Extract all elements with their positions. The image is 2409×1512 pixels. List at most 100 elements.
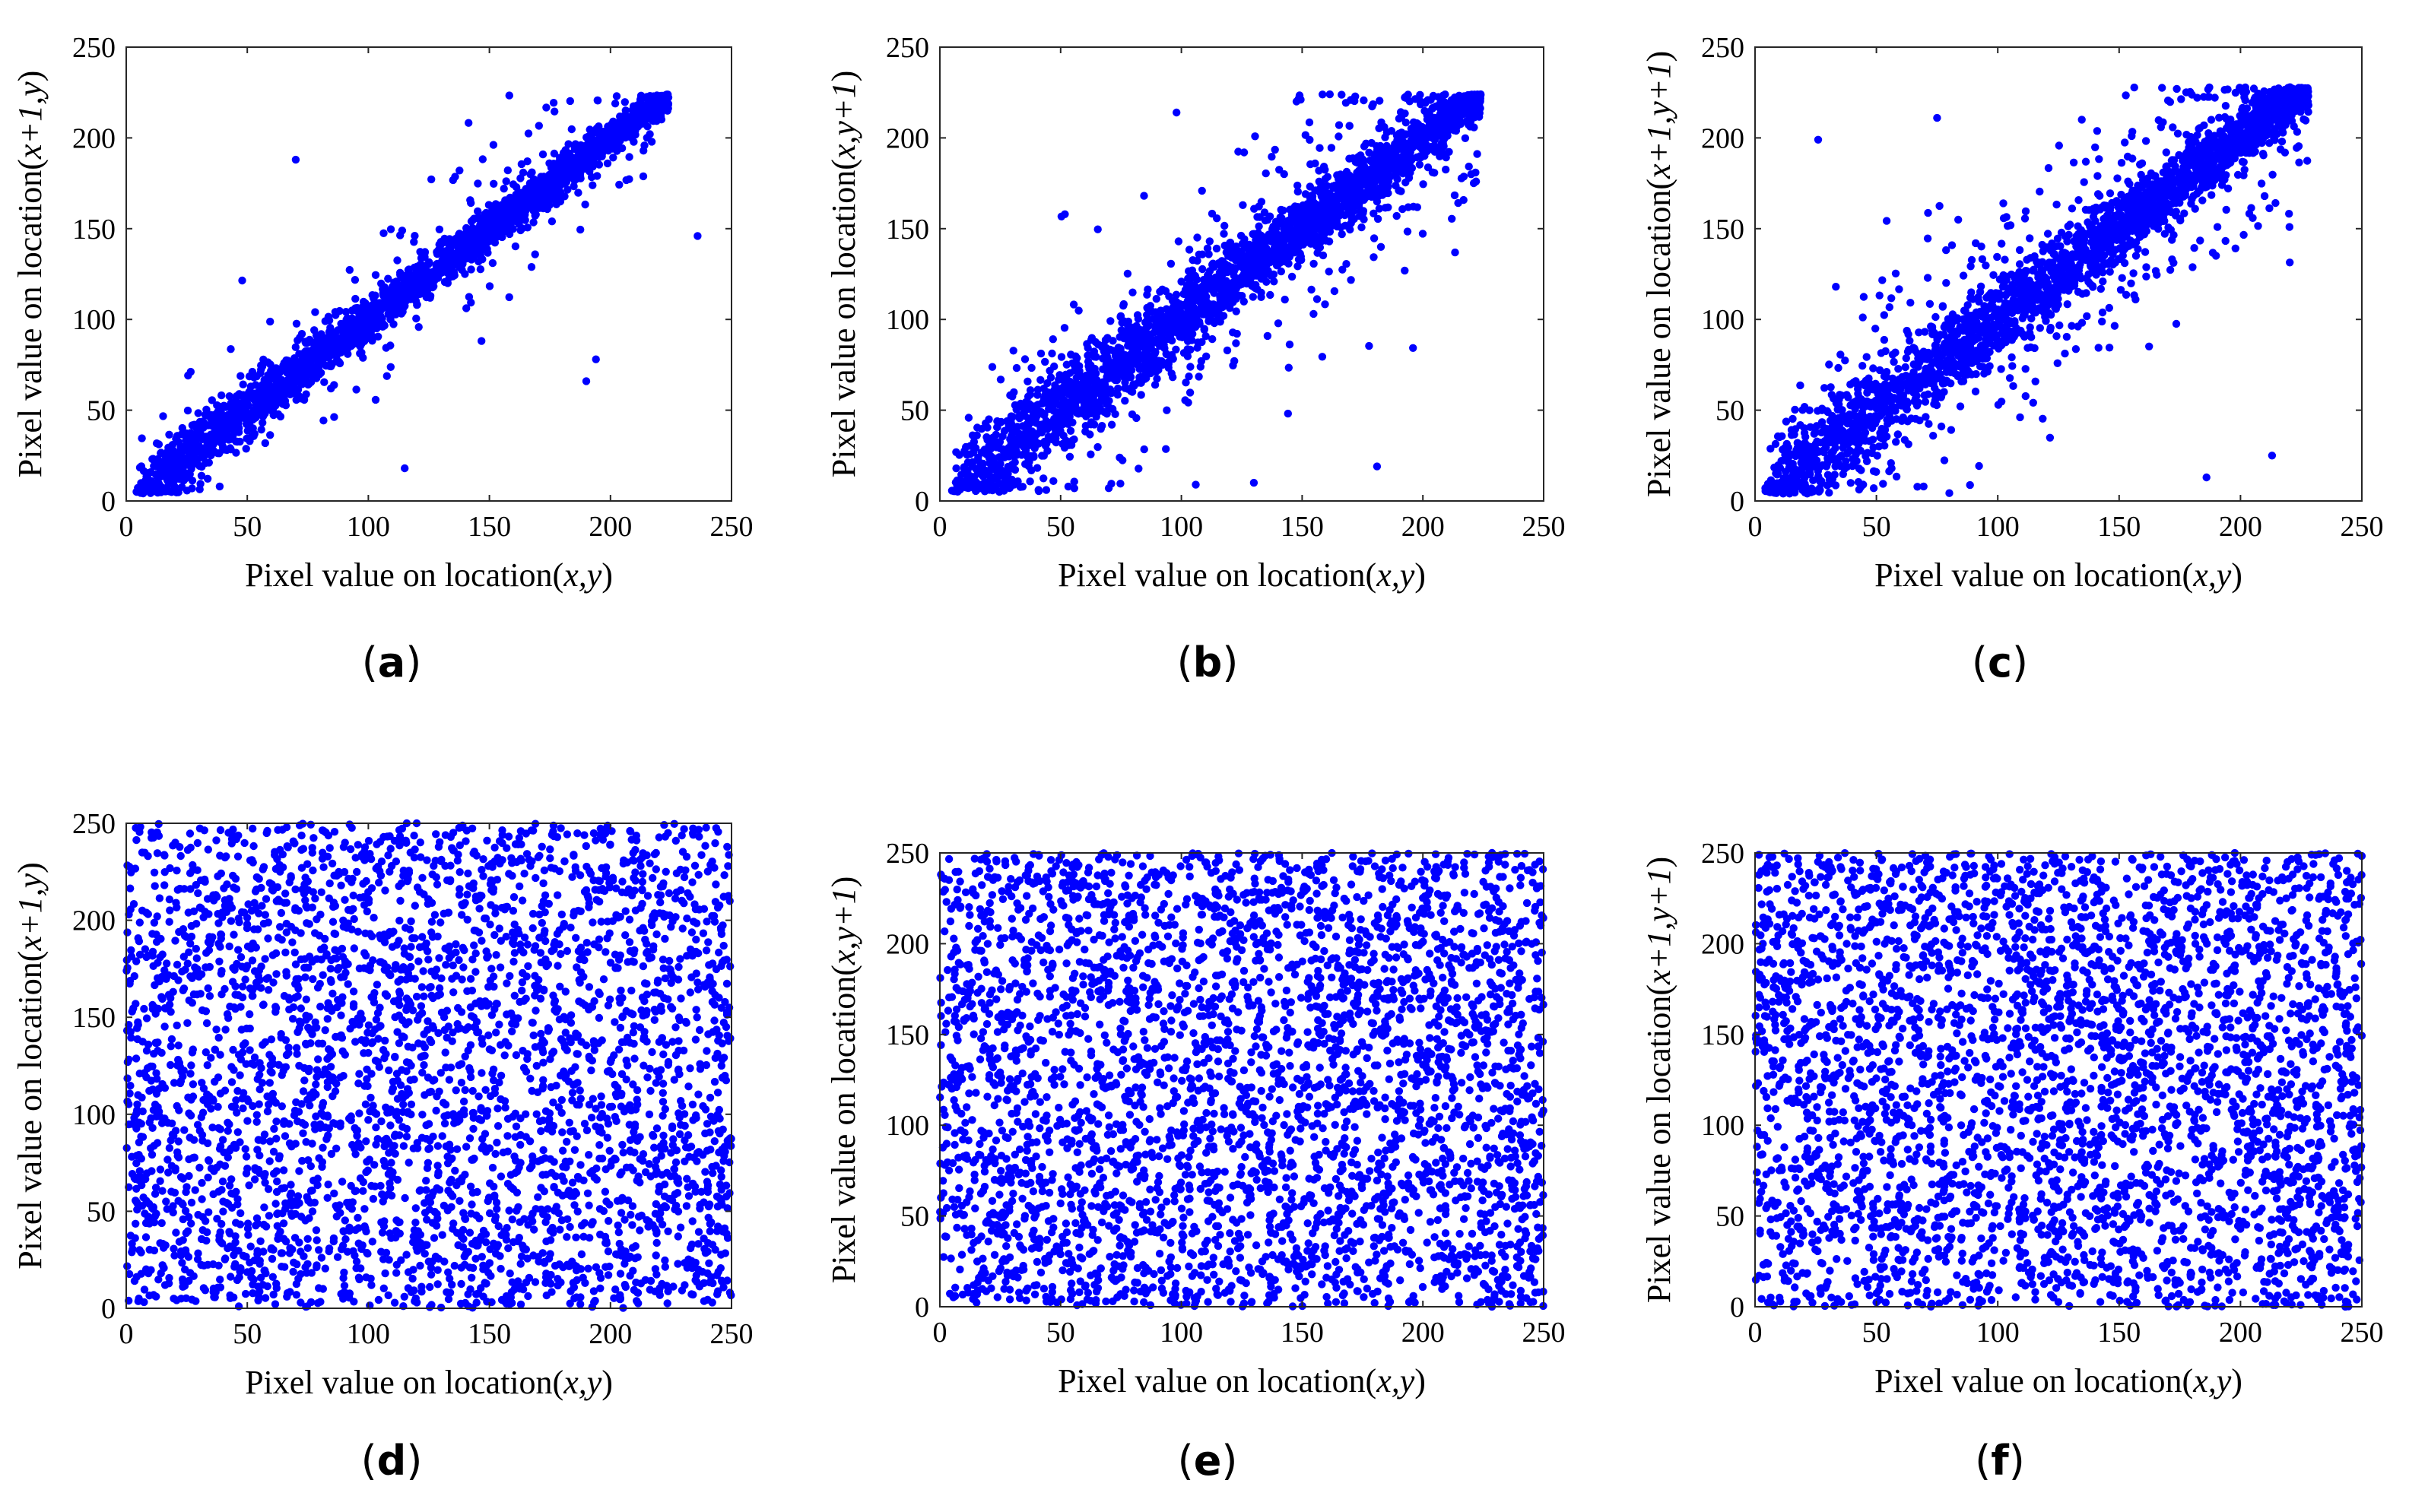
data-point [570, 182, 578, 191]
data-point [232, 404, 241, 412]
data-point [511, 242, 520, 251]
data-point [280, 359, 288, 367]
data-point [1193, 344, 1201, 352]
data-point [1373, 197, 1382, 206]
data-point [1005, 423, 1013, 432]
data-point [1473, 150, 1481, 158]
data-point [1162, 305, 1171, 313]
data-point [252, 372, 261, 381]
data-point [640, 141, 649, 150]
data-point [1084, 379, 1093, 387]
data-point [526, 185, 535, 193]
data-point [300, 376, 309, 385]
data-point [1338, 230, 1346, 239]
data-point [1268, 153, 1276, 161]
data-point [416, 248, 424, 256]
data-point [1338, 90, 1346, 99]
data-point [1140, 192, 1148, 200]
data-point [1312, 200, 1321, 209]
data-point [474, 207, 482, 216]
data-point [1074, 306, 1083, 315]
data-point [1137, 391, 1145, 399]
data-point [259, 380, 267, 389]
data-point [1287, 272, 1297, 281]
data-point [461, 270, 469, 278]
data-point [1284, 216, 1293, 225]
data-point [157, 449, 166, 457]
data-point [1430, 92, 1438, 100]
data-point [236, 437, 244, 446]
data-point [1140, 445, 1148, 454]
data-point [360, 331, 369, 340]
data-point [1004, 462, 1012, 471]
data-point [1269, 270, 1278, 279]
data-point [261, 439, 269, 448]
data-point [240, 414, 249, 423]
data-point [602, 127, 611, 135]
data-point [1202, 352, 1211, 360]
data-point [412, 314, 421, 323]
data-point [225, 392, 233, 401]
data-point [622, 132, 630, 141]
data-point [378, 314, 386, 322]
data-point [1342, 167, 1351, 176]
data-point [182, 487, 192, 495]
data-point [1265, 212, 1274, 220]
data-point [307, 353, 316, 363]
data-point [1083, 340, 1091, 348]
data-point [194, 409, 202, 417]
data-point [603, 159, 612, 168]
data-point [1091, 338, 1100, 347]
data-point [1335, 121, 1344, 129]
data-point [649, 97, 657, 106]
data-point [1218, 303, 1227, 312]
data-point [519, 168, 528, 177]
data-point [450, 271, 459, 280]
data-point [1274, 319, 1283, 328]
data-point [1099, 354, 1107, 363]
data-point [353, 303, 361, 312]
data-point [300, 348, 309, 357]
data-point [1173, 328, 1181, 337]
data-point [1316, 144, 1324, 152]
data-point [990, 474, 999, 483]
data-point [268, 386, 277, 395]
data-point [517, 160, 526, 169]
data-point [1255, 222, 1263, 230]
data-point [1196, 363, 1205, 371]
data-point [1037, 428, 1046, 437]
data-point [512, 214, 520, 222]
data-point [1464, 119, 1472, 128]
data-point [512, 183, 521, 192]
data-point [567, 125, 576, 134]
data-point [325, 343, 334, 351]
data-point [157, 472, 165, 481]
data-point [262, 403, 271, 411]
data-point [188, 452, 196, 461]
data-point [414, 323, 423, 331]
data-point [1185, 246, 1194, 254]
data-point [196, 480, 205, 488]
data-point [1376, 242, 1385, 251]
data-point [589, 128, 598, 137]
data-point [1209, 259, 1217, 268]
data-point [291, 343, 300, 351]
data-point [1233, 329, 1241, 338]
data-point [1325, 268, 1333, 276]
data-point [367, 313, 376, 322]
data-point [556, 170, 564, 179]
data-point [503, 211, 512, 219]
data-point [1189, 256, 1197, 265]
data-point [1065, 452, 1074, 461]
data-point [1101, 336, 1110, 344]
data-point [615, 180, 624, 189]
data-point [416, 290, 424, 298]
data-point [1104, 484, 1113, 493]
data-point [427, 175, 436, 184]
data-point [1128, 288, 1137, 296]
data-point [489, 141, 498, 149]
data-point [1093, 442, 1102, 452]
data-point [1186, 363, 1195, 371]
x-tick-label: 150 [468, 511, 511, 543]
